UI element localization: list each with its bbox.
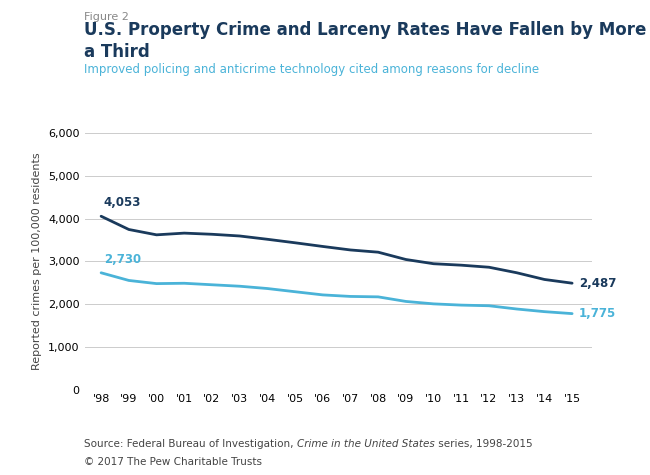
Text: U.S. Property Crime and Larceny Rates Have Fallen by More Than: U.S. Property Crime and Larceny Rates Ha… bbox=[84, 21, 650, 39]
Text: 2,487: 2,487 bbox=[579, 276, 616, 290]
Text: 2,730: 2,730 bbox=[104, 253, 141, 266]
Text: 1,775: 1,775 bbox=[579, 307, 616, 320]
Text: 4,053: 4,053 bbox=[104, 196, 141, 209]
Y-axis label: Reported crimes per 100,000 residents: Reported crimes per 100,000 residents bbox=[32, 152, 42, 370]
Text: Figure 2: Figure 2 bbox=[84, 12, 129, 22]
Text: a Third: a Third bbox=[84, 43, 150, 61]
Text: © 2017 The Pew Charitable Trusts: © 2017 The Pew Charitable Trusts bbox=[84, 457, 263, 467]
Text: series, 1998-2015: series, 1998-2015 bbox=[435, 439, 532, 449]
Text: Improved policing and anticrime technology cited among reasons for decline: Improved policing and anticrime technolo… bbox=[84, 63, 540, 76]
Text: Crime in the United States: Crime in the United States bbox=[297, 439, 435, 449]
Text: Source: Federal Bureau of Investigation,: Source: Federal Bureau of Investigation, bbox=[84, 439, 297, 449]
